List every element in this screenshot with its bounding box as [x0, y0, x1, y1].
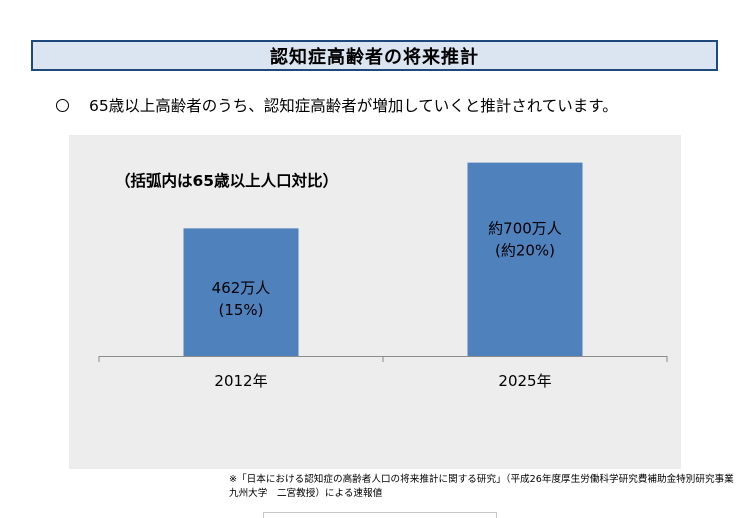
- data-label-1-ratio: (約20%): [495, 242, 555, 260]
- bar-chart: （括弧内は65歳以上人口対比） 462万人 (15%) 2012年 約700万人 (約20…: [98, 162, 668, 390]
- footnote-line-2: 九州大学 二宮教授）による速報値: [229, 488, 383, 499]
- chart-panel: （括弧内は65歳以上人口対比） 462万人 (15%) 2012年 約700万人 (約20…: [69, 135, 681, 469]
- x-tick-label-1: 2025年: [498, 372, 551, 390]
- footnote-line-1: ※「日本における認知症の高齢者人口の将来推計に関する研究」（平成26年度厚生労働…: [229, 474, 734, 485]
- footnote: ※「日本における認知症の高齢者人口の将来推計に関する研究」（平成26年度厚生労働…: [229, 473, 734, 501]
- bar-1: [467, 162, 583, 356]
- page-title: 認知症高齢者の将来推計: [270, 46, 479, 68]
- x-tick-label-0: 2012年: [214, 372, 267, 390]
- summary-text: 65歳以上高齢者のうち、認知症高齢者が増加していくと推計されています。: [89, 97, 618, 115]
- circle-bullet-icon: [56, 98, 69, 112]
- bar-0: [183, 228, 299, 356]
- data-label-1-value: 約700万人: [488, 220, 562, 238]
- data-label-0-value: 462万人: [212, 279, 271, 297]
- chart-annotation: （括弧内は65歳以上人口対比）: [115, 171, 338, 190]
- page-title-box: 認知症高齢者の将来推計: [31, 40, 718, 71]
- data-label-0-ratio: (15%): [218, 301, 263, 319]
- bottom-tab: [263, 512, 497, 518]
- summary-bullet: 65歳以上高齢者のうち、認知症高齢者が増加していくと推計されています。: [56, 94, 618, 116]
